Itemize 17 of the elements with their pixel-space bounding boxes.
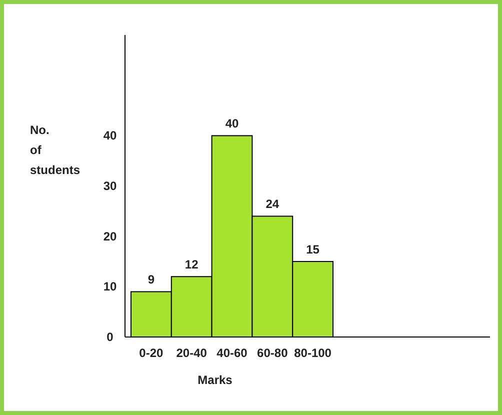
x-axis-title: Marks: [198, 373, 233, 387]
x-tick-label: 40-60: [216, 346, 248, 360]
y-tick-label: 20: [103, 229, 117, 244]
data-label: 24: [266, 197, 280, 212]
data-label: 9: [148, 272, 155, 287]
data-label: 12: [184, 258, 199, 272]
y-axis-title: No. of students: [30, 123, 80, 177]
y-tick-label: 30: [103, 179, 117, 193]
x-tick-label: 20-40: [176, 346, 208, 360]
y-tick-label: 0: [106, 330, 114, 344]
x-tick-label: 80-100: [294, 346, 332, 360]
y-tick-label: 10: [103, 280, 117, 294]
y-tick-label: 40: [103, 128, 117, 143]
data-label: 40: [225, 116, 239, 131]
x-tick-label: 0-20: [139, 346, 164, 360]
x-tick-label: 60-80: [257, 346, 288, 360]
data-label: 15: [306, 242, 320, 256]
